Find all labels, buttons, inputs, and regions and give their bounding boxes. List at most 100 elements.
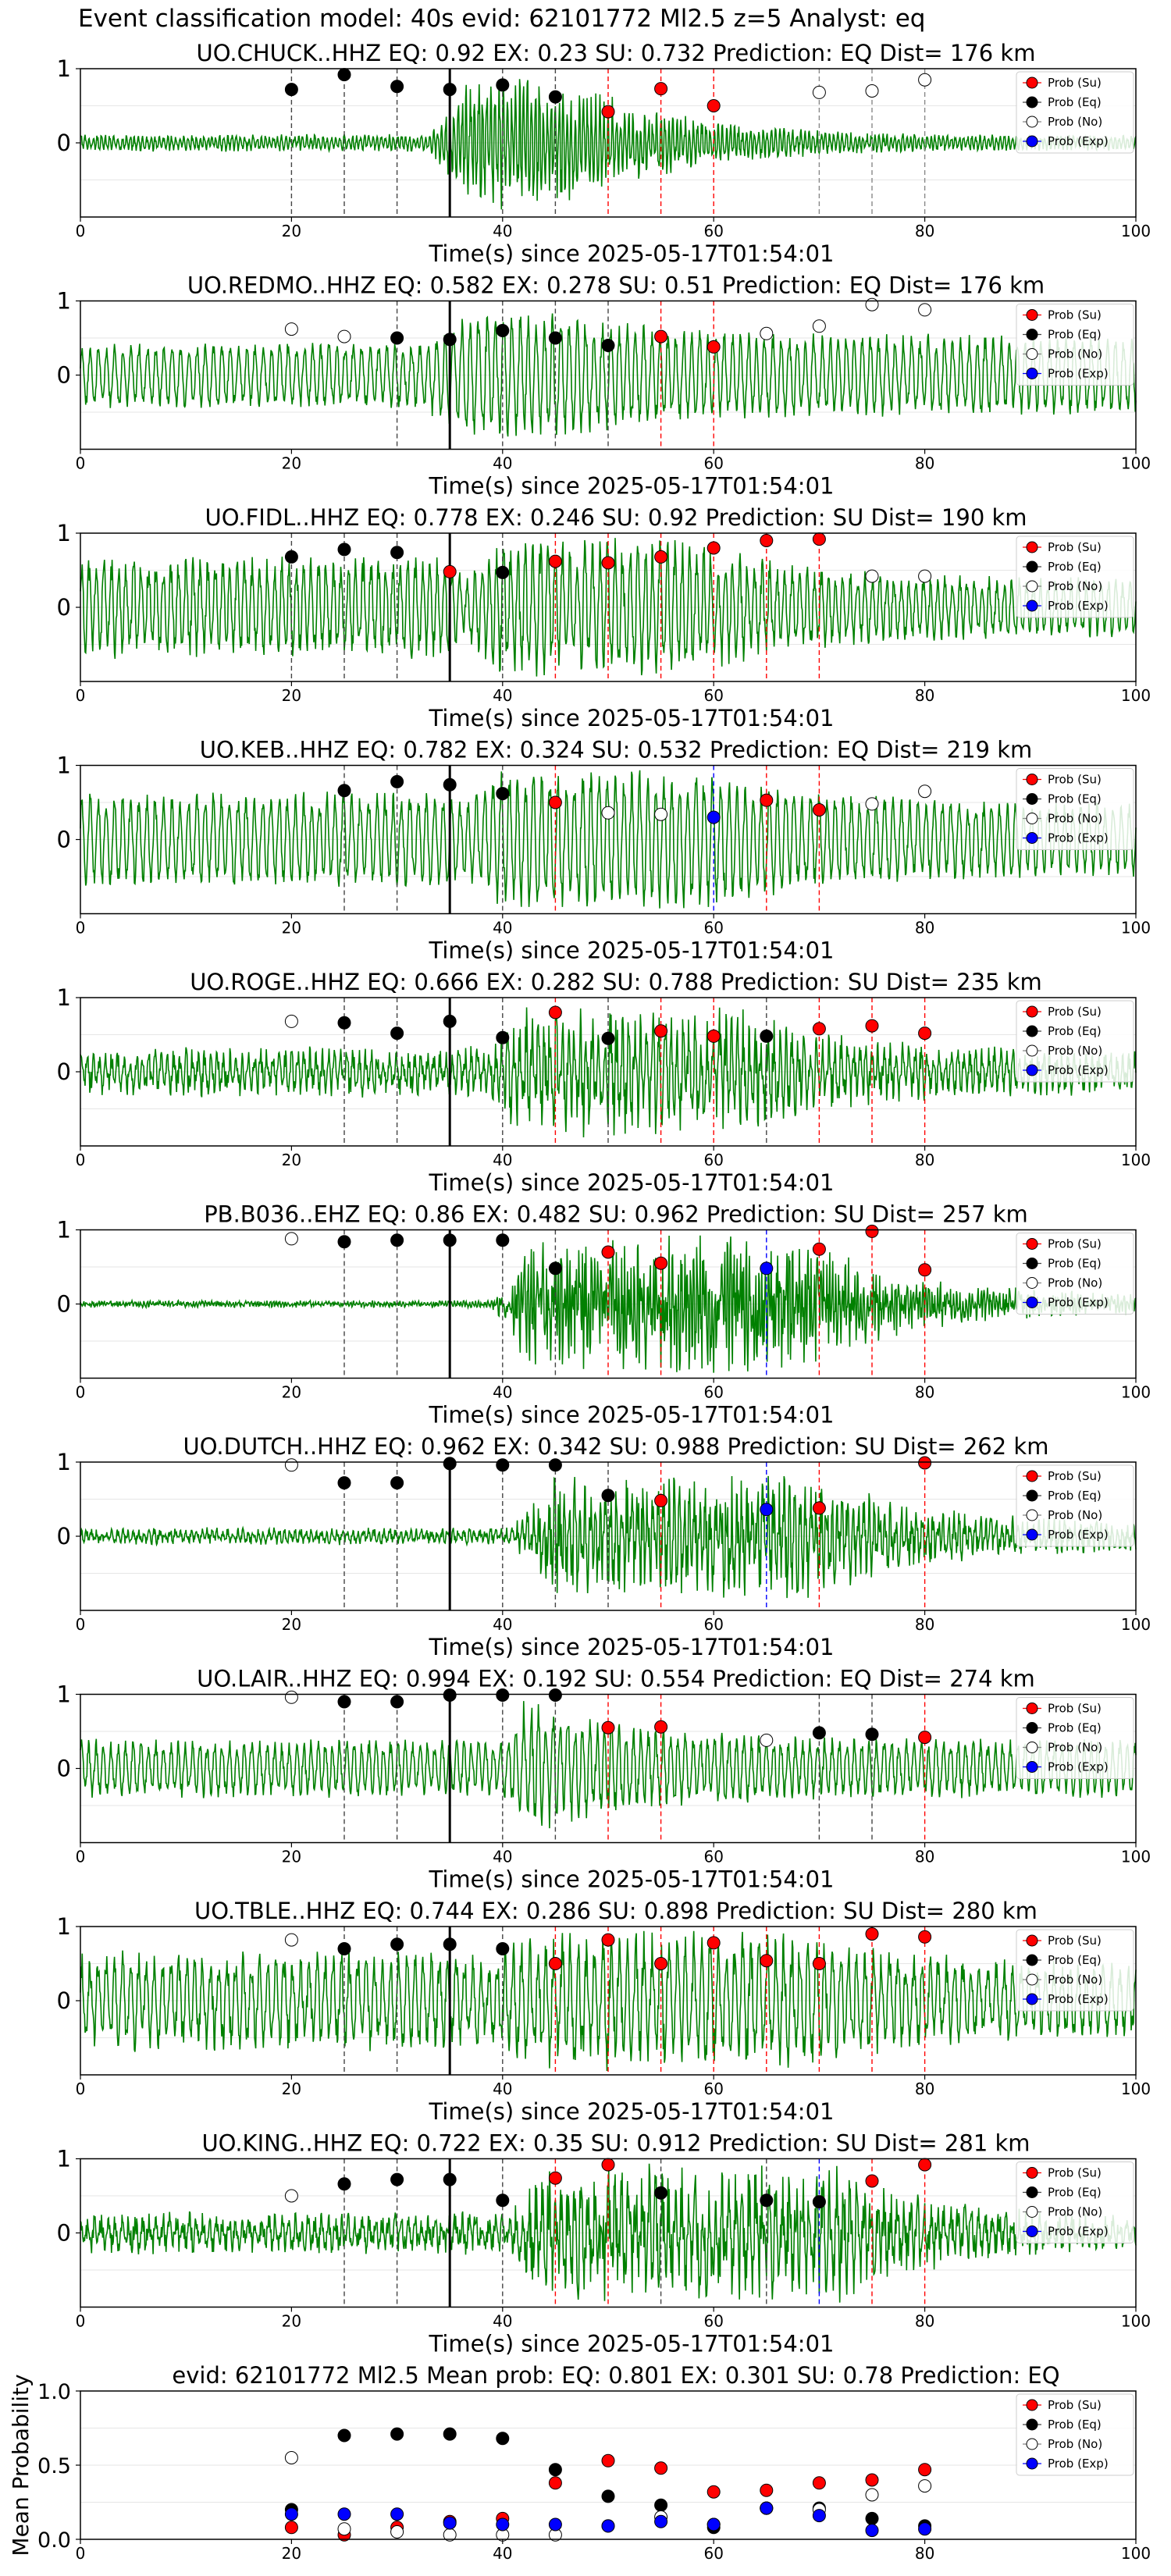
mean-prob-point-no — [284, 2451, 298, 2464]
x-tick-label: 60 — [703, 222, 723, 240]
legend-label-no: Prob (No) — [1048, 812, 1102, 826]
legend-label-su: Prob (Su) — [1048, 1702, 1102, 1716]
legend-label-eq: Prob (Eq) — [1048, 1024, 1102, 1038]
prob-point-su — [865, 1927, 879, 1941]
panel-title: UO.ROGE..HHZ EQ: 0.666 EX: 0.282 SU: 0.7… — [190, 969, 1042, 995]
mean-prob-point-exp — [496, 2517, 510, 2532]
x-tick-label: 80 — [915, 2544, 934, 2563]
legend-marker-eq — [1026, 96, 1038, 109]
y-tick-label: 0 — [57, 130, 71, 156]
x-axis-label: Time(s) since 2025-05-17T01:54:01 — [429, 1866, 835, 1893]
mean-prob-point-exp — [918, 2522, 932, 2536]
y-tick-label: 1 — [57, 984, 71, 1011]
legend-label-exp: Prob (Exp) — [1048, 2225, 1109, 2239]
x-tick-label: 80 — [915, 1615, 934, 1634]
x-tick-label: 100 — [1121, 2544, 1151, 2563]
legend-marker-su — [1026, 1005, 1038, 1018]
mean-prob-point-eq — [654, 2498, 668, 2512]
prob-point-eq — [390, 774, 404, 788]
prob-point-su — [654, 1493, 668, 1507]
mean-prob-point-eq — [496, 2432, 510, 2446]
y-tick-label: 1 — [57, 1913, 71, 1940]
prob-point-eq — [654, 2186, 668, 2200]
y-tick-label: 1 — [57, 288, 71, 315]
prob-point-eq — [865, 1727, 879, 1742]
x-tick-label: 80 — [915, 222, 934, 240]
prob-point-no — [654, 807, 668, 821]
station-panel: UO.CHUCK..HHZ EQ: 0.92 EX: 0.23 SU: 0.73… — [57, 40, 1151, 267]
x-axis-label: Time(s) since 2025-05-17T01:54:01 — [429, 1169, 835, 1196]
legend-marker-no — [1026, 1742, 1038, 1753]
legend-label-exp: Prob (Exp) — [1048, 1528, 1109, 1542]
x-axis-label: Time(s) since 2025-05-17T01:54:01 — [429, 1634, 835, 1660]
prob-point-no — [918, 303, 932, 317]
prob-point-eq — [390, 1937, 404, 1952]
prob-point-eq — [337, 1695, 351, 1709]
x-tick-label: 60 — [703, 1151, 723, 1169]
x-tick-label: 20 — [282, 454, 301, 473]
prob-point-eq — [284, 83, 298, 97]
prob-point-su — [918, 2158, 932, 2172]
prob-point-no — [284, 1458, 298, 1472]
mean-prob-point-eq — [865, 2511, 879, 2525]
y-tick-label: 0 — [57, 1059, 71, 1085]
station-panel: PB.B036..EHZ EQ: 0.86 EX: 0.482 SU: 0.96… — [57, 1201, 1151, 1429]
prob-point-no — [812, 85, 826, 99]
x-tick-label: 20 — [282, 1151, 301, 1169]
legend-marker-no — [1026, 1277, 1038, 1289]
prob-point-eq — [443, 83, 457, 97]
panel-title: UO.FIDL..HHZ EQ: 0.778 EX: 0.246 SU: 0.9… — [205, 504, 1027, 531]
legend-label-su: Prob (Su) — [1048, 1469, 1102, 1483]
legend-marker-exp — [1026, 600, 1038, 612]
mean-prob-point-exp — [284, 2507, 298, 2521]
panel-title: UO.DUTCH..HHZ EQ: 0.962 EX: 0.342 SU: 0.… — [183, 1433, 1049, 1460]
y-tick-label: 1 — [57, 1449, 71, 1475]
prob-point-eq — [548, 331, 562, 345]
mean-prob-point-eq — [390, 2427, 404, 2441]
prob-point-eq — [496, 1233, 510, 1247]
prob-point-eq — [496, 1030, 510, 1044]
legend-marker-eq — [1026, 560, 1038, 573]
legend-label-exp: Prob (Exp) — [1048, 1760, 1109, 1774]
x-tick-label: 0 — [76, 2544, 86, 2563]
legend-marker-exp — [1026, 1993, 1038, 2005]
mean-prob-point-eq — [443, 2427, 457, 2441]
legend-marker-eq — [1026, 1722, 1038, 1734]
prob-point-su — [548, 795, 562, 809]
panel-title: UO.REDMO..HHZ EQ: 0.582 EX: 0.278 SU: 0.… — [187, 272, 1045, 299]
prob-point-no — [865, 297, 879, 311]
prob-point-eq — [443, 2172, 457, 2186]
legend-label-exp: Prob (Exp) — [1048, 367, 1109, 381]
prob-point-su — [654, 82, 668, 96]
x-axis-label: Time(s) since 2025-05-17T01:54:01 — [429, 1402, 835, 1429]
prob-point-eq — [390, 80, 404, 94]
prob-point-su — [707, 1936, 721, 1950]
legend-label-eq: Prob (Eq) — [1048, 560, 1102, 574]
legend-box — [1016, 1697, 1134, 1779]
prob-point-eq — [390, 1476, 404, 1490]
legend-label-eq: Prob (Eq) — [1048, 1489, 1102, 1503]
legend-label-no: Prob (No) — [1048, 1741, 1102, 1755]
prob-point-eq — [760, 2194, 774, 2208]
prob-point-su — [548, 1957, 562, 1970]
prob-point-eq — [337, 1235, 351, 1249]
mean-prob-point-eq — [337, 2428, 351, 2443]
panel-title: PB.B036..EHZ EQ: 0.86 EX: 0.482 SU: 0.96… — [204, 1201, 1028, 1228]
legend-box — [1016, 1929, 1134, 2012]
mean-prob-point-exp — [654, 2514, 668, 2528]
prob-point-no — [918, 785, 932, 799]
prob-point-su — [654, 1024, 668, 1038]
panel-title: UO.KEB..HHZ EQ: 0.782 EX: 0.324 SU: 0.53… — [200, 737, 1033, 763]
prob-point-eq — [601, 339, 615, 352]
legend-label-su: Prob (Su) — [1048, 2398, 1102, 2412]
legend-marker-no — [1026, 2438, 1038, 2450]
prob-point-su — [865, 2174, 879, 2188]
legend-label-exp: Prob (Exp) — [1048, 1296, 1109, 1310]
legend-marker-su — [1026, 1470, 1038, 1482]
x-axis-label: Time(s) since 2025-05-17T01:54:01 — [429, 705, 835, 731]
y-tick-label: 0 — [57, 362, 71, 389]
x-axis-label: Time(s) since 2025-05-17T01:54:01 — [429, 2331, 835, 2357]
y-tick-label: 0 — [57, 1987, 71, 2014]
prob-point-no — [760, 1733, 774, 1747]
figure-title: Event classification model: 40s evid: 62… — [78, 5, 926, 33]
